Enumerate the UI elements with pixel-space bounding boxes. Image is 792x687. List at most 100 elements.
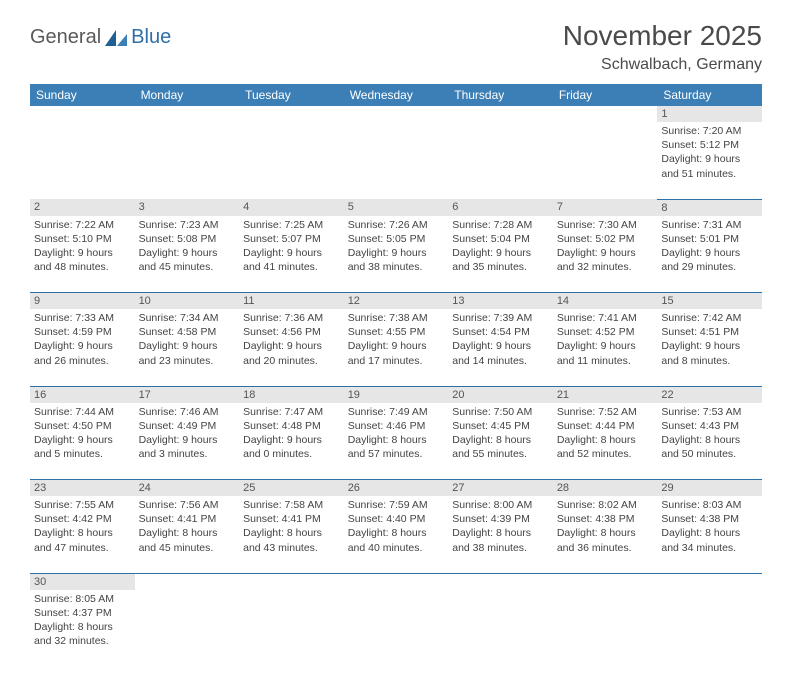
day2-text: and 35 minutes. [452,260,549,274]
sunset-text: Sunset: 5:07 PM [243,232,340,246]
day2-text: and 40 minutes. [348,541,445,555]
sunset-text: Sunset: 4:37 PM [34,606,131,620]
daynum-row: 23242526272829 [30,480,762,497]
day-number [135,106,240,122]
day2-text: and 23 minutes. [139,354,236,368]
sunset-text: Sunset: 4:40 PM [348,512,445,526]
day1-text: Daylight: 8 hours [34,620,131,634]
day-number: 22 [657,386,762,403]
day2-text: and 48 minutes. [34,260,131,274]
day-number [135,573,240,590]
sunset-text: Sunset: 5:04 PM [452,232,549,246]
day-details: Sunrise: 7:38 AMSunset: 4:55 PMDaylight:… [344,309,449,372]
day-number: 8 [657,199,762,216]
day-details: Sunrise: 7:39 AMSunset: 4:54 PMDaylight:… [448,309,553,372]
day-number: 19 [344,386,449,403]
day-number: 6 [448,199,553,216]
week-row: Sunrise: 7:55 AMSunset: 4:42 PMDaylight:… [30,496,762,573]
day-cell: Sunrise: 7:47 AMSunset: 4:48 PMDaylight:… [239,403,344,480]
day2-text: and 32 minutes. [34,634,131,648]
day2-text: and 50 minutes. [661,447,758,461]
day-number: 12 [344,293,449,310]
sunset-text: Sunset: 4:38 PM [557,512,654,526]
day-cell [344,590,449,667]
sunset-text: Sunset: 4:51 PM [661,325,758,339]
day-cell: Sunrise: 7:20 AMSunset: 5:12 PMDaylight:… [657,122,762,199]
sunrise-text: Sunrise: 7:38 AM [348,311,445,325]
day-number [553,106,658,122]
day-details: Sunrise: 7:53 AMSunset: 4:43 PMDaylight:… [657,403,762,466]
sunrise-text: Sunrise: 7:26 AM [348,218,445,232]
day-details: Sunrise: 7:56 AMSunset: 4:41 PMDaylight:… [135,496,240,559]
day-cell: Sunrise: 8:02 AMSunset: 4:38 PMDaylight:… [553,496,658,573]
page: General Blue November 2025 Schwalbach, G… [0,0,792,687]
day2-text: and 11 minutes. [557,354,654,368]
day1-text: Daylight: 8 hours [348,526,445,540]
sunrise-text: Sunrise: 7:46 AM [139,405,236,419]
day2-text: and 55 minutes. [452,447,549,461]
daynum-row: 16171819202122 [30,386,762,403]
week-row: Sunrise: 7:33 AMSunset: 4:59 PMDaylight:… [30,309,762,386]
sunset-text: Sunset: 4:49 PM [139,419,236,433]
sunset-text: Sunset: 4:55 PM [348,325,445,339]
day-header: Thursday [448,84,553,106]
day-number: 14 [553,293,658,310]
day-details: Sunrise: 8:05 AMSunset: 4:37 PMDaylight:… [30,590,135,653]
day-details: Sunrise: 8:03 AMSunset: 4:38 PMDaylight:… [657,496,762,559]
day-cell: Sunrise: 7:52 AMSunset: 4:44 PMDaylight:… [553,403,658,480]
day2-text: and 45 minutes. [139,541,236,555]
day-cell: Sunrise: 7:44 AMSunset: 4:50 PMDaylight:… [30,403,135,480]
day-number [344,106,449,122]
sunrise-text: Sunrise: 7:59 AM [348,498,445,512]
day1-text: Daylight: 9 hours [243,339,340,353]
day-cell: Sunrise: 7:22 AMSunset: 5:10 PMDaylight:… [30,216,135,293]
week-row: Sunrise: 8:05 AMSunset: 4:37 PMDaylight:… [30,590,762,667]
calendar-body: 1Sunrise: 7:20 AMSunset: 5:12 PMDaylight… [30,106,762,667]
day-cell: Sunrise: 8:00 AMSunset: 4:39 PMDaylight:… [448,496,553,573]
sunrise-text: Sunrise: 7:41 AM [557,311,654,325]
day-cell [553,590,658,667]
day-details: Sunrise: 7:33 AMSunset: 4:59 PMDaylight:… [30,309,135,372]
sunrise-text: Sunrise: 8:03 AM [661,498,758,512]
day-number: 10 [135,293,240,310]
day-number: 13 [448,293,553,310]
sunrise-text: Sunrise: 7:47 AM [243,405,340,419]
day-number: 18 [239,386,344,403]
day-number: 11 [239,293,344,310]
day-cell: Sunrise: 7:33 AMSunset: 4:59 PMDaylight:… [30,309,135,386]
day1-text: Daylight: 8 hours [661,526,758,540]
sail-icon [103,28,129,48]
month-title: November 2025 [563,20,762,52]
sunrise-text: Sunrise: 7:53 AM [661,405,758,419]
sunset-text: Sunset: 5:10 PM [34,232,131,246]
day1-text: Daylight: 9 hours [34,246,131,260]
day2-text: and 5 minutes. [34,447,131,461]
day-number [30,106,135,122]
day-number: 27 [448,480,553,497]
day-number: 1 [657,106,762,122]
day2-text: and 3 minutes. [139,447,236,461]
day-number: 16 [30,386,135,403]
sunset-text: Sunset: 4:41 PM [243,512,340,526]
sunset-text: Sunset: 4:44 PM [557,419,654,433]
day-cell [448,590,553,667]
day-number: 5 [344,199,449,216]
day-number [657,573,762,590]
sunrise-text: Sunrise: 7:49 AM [348,405,445,419]
day-details: Sunrise: 7:23 AMSunset: 5:08 PMDaylight:… [135,216,240,279]
day1-text: Daylight: 9 hours [243,246,340,260]
sunset-text: Sunset: 4:45 PM [452,419,549,433]
day-cell: Sunrise: 7:50 AMSunset: 4:45 PMDaylight:… [448,403,553,480]
sunset-text: Sunset: 4:43 PM [661,419,758,433]
day-number: 20 [448,386,553,403]
day-number: 3 [135,199,240,216]
sunset-text: Sunset: 5:05 PM [348,232,445,246]
day-number: 25 [239,480,344,497]
day1-text: Daylight: 9 hours [661,339,758,353]
day2-text: and 43 minutes. [243,541,340,555]
day2-text: and 14 minutes. [452,354,549,368]
day-cell: Sunrise: 7:28 AMSunset: 5:04 PMDaylight:… [448,216,553,293]
sunrise-text: Sunrise: 7:56 AM [139,498,236,512]
week-row: Sunrise: 7:44 AMSunset: 4:50 PMDaylight:… [30,403,762,480]
title-block: November 2025 Schwalbach, Germany [563,20,762,74]
